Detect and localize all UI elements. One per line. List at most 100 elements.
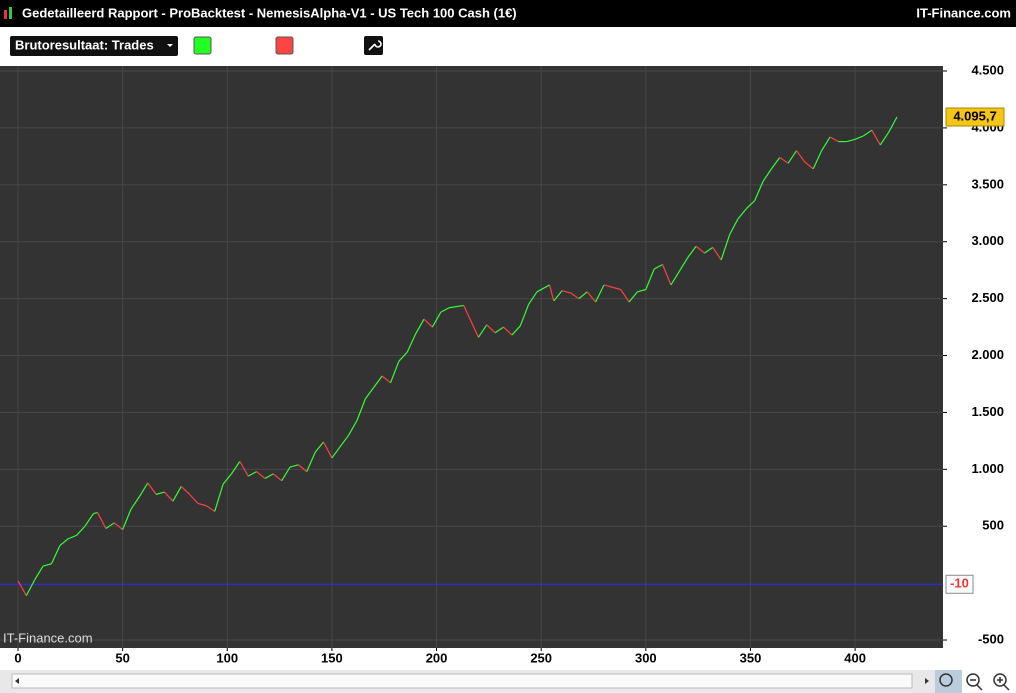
- zoom-in-icon: [997, 677, 1010, 691]
- equity-segment: [239, 461, 249, 477]
- equity-segment: [745, 200, 756, 210]
- equity-segment: [189, 493, 199, 504]
- scroll-right[interactable]: [925, 678, 929, 684]
- equity-segment: [854, 135, 864, 140]
- wrench-icon: [368, 40, 382, 51]
- zoom-out[interactable]: [966, 673, 980, 687]
- equity-segment: [256, 471, 266, 479]
- equity-segment: [720, 234, 731, 261]
- equity-segment: [247, 471, 257, 477]
- equity-segment: [687, 245, 697, 259]
- scroll-track[interactable]: [11, 673, 913, 689]
- equity-segment: [406, 333, 417, 353]
- equity-segment: [770, 157, 781, 170]
- app-icon: [4, 10, 7, 19]
- x-tick-label: 150: [321, 650, 343, 665]
- equity-segment: [172, 486, 182, 502]
- equity-segment: [50, 545, 61, 565]
- equity-segment: [628, 291, 638, 303]
- equity-segment: [222, 473, 232, 485]
- equity-segment: [214, 483, 224, 512]
- equity-segment: [553, 290, 563, 302]
- equity-segment: [804, 161, 814, 170]
- equity-segment: [113, 522, 124, 531]
- equity-segment: [206, 505, 216, 512]
- equity-segment: [42, 563, 52, 567]
- equity-segment: [620, 289, 630, 303]
- equity-segment: [348, 420, 358, 436]
- last-value-label: 4.095,7: [953, 108, 996, 123]
- y-tick-label: 3.000: [971, 233, 1004, 248]
- equity-segment: [548, 284, 555, 302]
- equity-segment: [821, 136, 831, 151]
- equity-segment: [67, 534, 77, 540]
- equity-segment: [431, 311, 442, 328]
- equity-segment: [536, 284, 550, 293]
- equity-segment: [440, 307, 450, 313]
- dropdown[interactable]: [10, 36, 178, 56]
- equity-segment: [578, 291, 588, 300]
- equity-segment: [323, 441, 333, 459]
- equity-segment: [356, 398, 366, 421]
- equity-segment: [586, 291, 597, 303]
- x-tick-label: 250: [530, 650, 552, 665]
- y-tick-label: 4.500: [971, 62, 1004, 77]
- dropdown-arrow: [167, 44, 173, 47]
- down-color-button[interactable]: [275, 36, 294, 55]
- equity-segment: [34, 565, 44, 581]
- equity-segment: [678, 257, 689, 272]
- equity-segment: [298, 464, 308, 473]
- y-tick-label: -500: [978, 631, 1004, 646]
- zoom-auto[interactable]: [935, 670, 962, 693]
- equity-segment: [511, 325, 521, 336]
- equity-segment: [59, 538, 69, 547]
- x-tick-label: 300: [635, 650, 657, 665]
- equity-segment: [264, 473, 274, 479]
- equity-segment: [289, 464, 299, 468]
- y-tick-label: 1.500: [971, 404, 1004, 419]
- equity-segment: [96, 512, 107, 529]
- equity-segment: [779, 157, 789, 164]
- equity-segment: [423, 318, 433, 328]
- equity-segment: [130, 496, 140, 510]
- equity-segment: [76, 525, 86, 536]
- y-tick-label: 2.000: [971, 347, 1004, 362]
- watermark: IT-Finance.com: [3, 630, 93, 645]
- equity-segment: [787, 150, 798, 164]
- dropdown-label: Brutoresultaat: Trades: [15, 37, 154, 52]
- x-tick-label: 0: [14, 650, 21, 665]
- equity-segment: [25, 579, 36, 596]
- equity-segment: [595, 284, 605, 303]
- equity-segment: [888, 116, 898, 133]
- equity-segment: [331, 446, 341, 459]
- up-color-button[interactable]: [193, 36, 212, 55]
- equity-segment: [17, 580, 27, 596]
- equity-segment: [364, 387, 375, 400]
- equity-segment: [863, 129, 873, 137]
- x-tick-label: 100: [216, 650, 238, 665]
- equity-segment: [449, 304, 464, 309]
- equity-segment: [230, 461, 241, 475]
- scroll-left[interactable]: [15, 678, 19, 684]
- equity-segment: [389, 360, 400, 384]
- equity-segment: [653, 263, 663, 270]
- equity-segment: [846, 138, 856, 143]
- equity-segment: [503, 326, 513, 336]
- equity-segment: [737, 208, 747, 220]
- y-tick-label: 2.500: [971, 290, 1004, 305]
- equity-segment: [603, 284, 613, 288]
- x-tick-label: 50: [115, 650, 129, 665]
- equity-segment: [93, 511, 98, 515]
- reference-label: -10: [950, 576, 969, 591]
- zoom-in[interactable]: [993, 673, 1007, 687]
- equity-segment: [147, 482, 157, 495]
- equity-segment: [84, 513, 94, 527]
- plot-area: [0, 66, 943, 648]
- y-tick-label: 3.500: [971, 176, 1004, 191]
- x-tick-label: 350: [740, 650, 762, 665]
- equity-segment: [762, 168, 772, 182]
- x-axis-strip: [0, 648, 1016, 670]
- equity-segment: [105, 522, 115, 530]
- equity-segment: [695, 245, 705, 254]
